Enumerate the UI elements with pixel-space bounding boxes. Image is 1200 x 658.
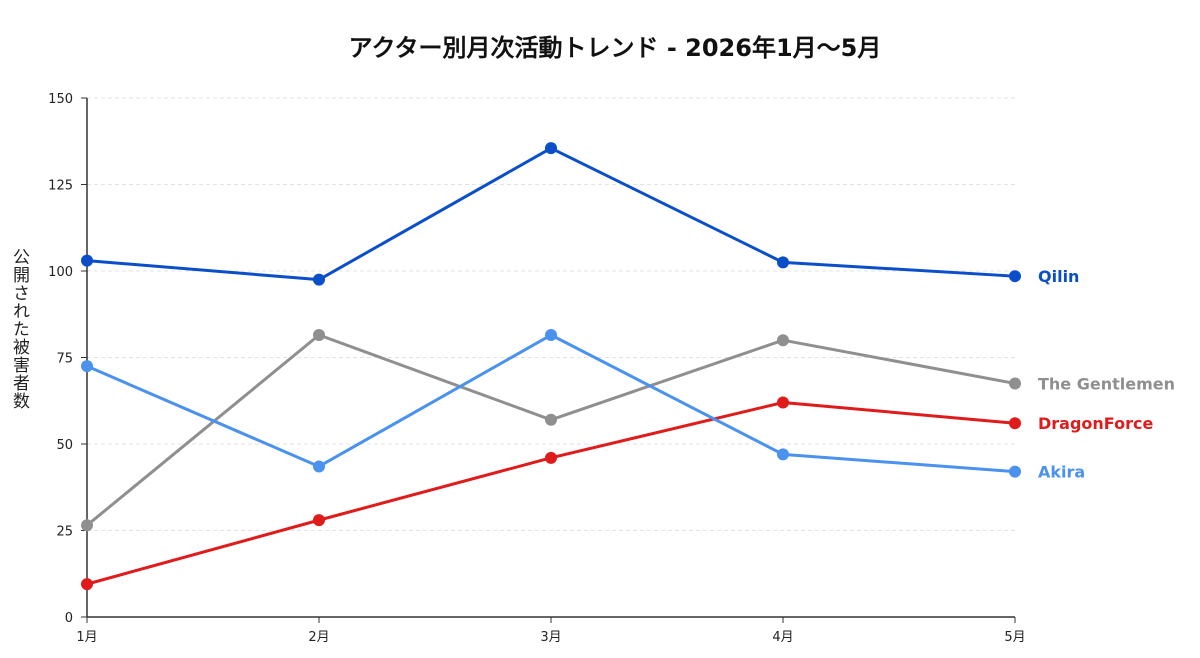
data-point-akira	[313, 460, 325, 473]
data-point-akira	[81, 360, 93, 373]
data-point-dragonforce	[777, 396, 789, 409]
series-line-akira	[85, 333, 1017, 474]
grid-lines	[87, 97, 1015, 531]
x-tick-label: 1月	[76, 630, 97, 645]
series-line-the-gentlemen	[85, 333, 1017, 527]
series-label-akira: Akira	[1038, 463, 1085, 482]
data-point-akira	[777, 448, 789, 461]
data-point-qilin	[81, 254, 93, 267]
data-point-the-gentlemen	[545, 413, 557, 426]
x-tick-label: 4月	[772, 630, 793, 645]
data-point-the-gentlemen	[1009, 377, 1021, 390]
data-point-the-gentlemen	[81, 519, 93, 532]
data-point-the-gentlemen	[313, 329, 325, 342]
series-label-dragonforce: DragonForce	[1038, 414, 1153, 433]
data-point-qilin	[1009, 270, 1021, 283]
series-line-qilin	[85, 146, 1017, 282]
series-layer	[81, 142, 1021, 591]
x-tick-label: 5月	[1004, 630, 1025, 645]
y-axis-label: 公開された被害者数	[9, 248, 29, 410]
y-tick-label: 75	[56, 352, 73, 367]
label-layer: 0 25 50 75 100 125 150 1月 2月 3月 4月 5月 Qilin The Gentl…	[48, 92, 1175, 645]
data-point-dragonforce	[545, 451, 557, 464]
axes	[81, 97, 1016, 623]
chart-title: アクター別月次活動トレンド - 2026年1月〜5月	[348, 34, 882, 62]
y-tick-label: 25	[56, 525, 73, 540]
data-point-dragonforce	[1009, 417, 1021, 430]
data-point-dragonforce	[313, 514, 325, 527]
data-point-akira	[545, 329, 557, 342]
data-point-the-gentlemen	[777, 334, 789, 347]
data-point-dragonforce	[81, 578, 93, 591]
x-tick-label: 2月	[308, 630, 329, 645]
y-tick-label: 50	[56, 438, 73, 453]
y-tick-label: 100	[48, 265, 73, 280]
y-tick-label: 125	[48, 179, 73, 194]
y-tick-label: 150	[48, 92, 73, 107]
x-tick-label: 3月	[540, 630, 561, 645]
series-label-the-gentlemen: The Gentlemen	[1038, 374, 1175, 393]
series-line-dragonforce	[85, 400, 1017, 586]
y-tick-label: 0	[65, 611, 73, 626]
data-point-qilin	[777, 256, 789, 269]
data-point-akira	[1009, 465, 1021, 478]
data-point-qilin	[313, 273, 325, 286]
series-label-qilin: Qilin	[1038, 267, 1079, 286]
data-point-qilin	[545, 142, 557, 155]
